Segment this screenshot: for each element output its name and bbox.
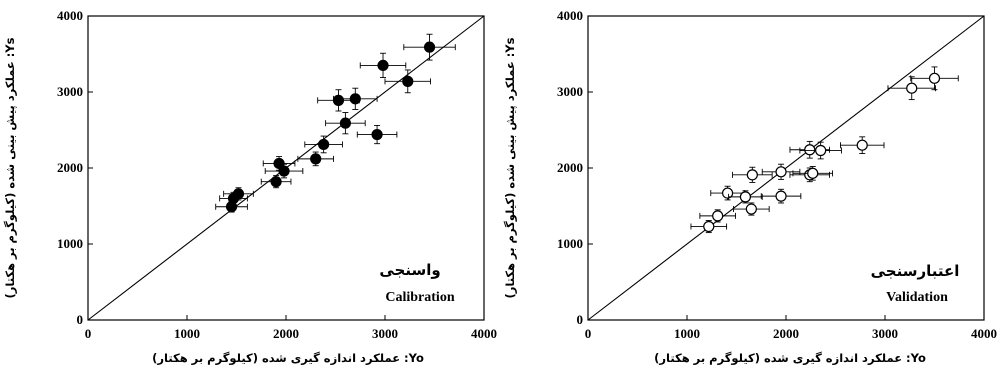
- validation-x-tick-label: 1000: [674, 326, 700, 341]
- validation-data-point: [856, 139, 868, 151]
- validation-one-to-one-line: [587, 15, 985, 321]
- validation-x-tick-label: 3000: [872, 326, 898, 341]
- calibration-data-point: [377, 59, 389, 72]
- calibration-marks: 0 1000 2000 3000 4000 0 1000 2000 3000 4000: [57, 8, 497, 341]
- validation-data-point: [745, 203, 757, 215]
- calibration-x-axis-label: Yo: عملکرد اندازه گیری شده (کیلوگرم بر ه…: [152, 351, 424, 366]
- validation-x-axis-label: Yo: عملکرد اندازه گیری شده (کیلوگرم بر ه…: [654, 351, 926, 366]
- validation-title-en: Validation: [886, 290, 948, 305]
- validation-y-tick-label: 2000: [557, 160, 583, 175]
- calibration-data-point: [402, 75, 414, 87]
- validation-data-point: [804, 144, 816, 156]
- calibration-data-point: [270, 176, 282, 188]
- validation-data-point: [739, 191, 752, 203]
- calibration-title-fa: واسنجی: [379, 261, 440, 279]
- validation-y-tick-label: 0: [577, 312, 584, 327]
- calibration-data-point: [371, 128, 383, 141]
- calibration-data-point: [349, 93, 361, 105]
- validation-x-tick-label: 2000: [773, 326, 799, 341]
- calibration-data-point: [339, 117, 351, 129]
- calibration-data-point: [423, 41, 436, 53]
- calibration-y-tick-label: 2000: [57, 160, 83, 175]
- calibration-y-tick-label: 4000: [57, 8, 83, 23]
- validation-data-point: [703, 220, 715, 233]
- calibration-chart-panel: 0 1000 2000 3000 4000 0 1000 2000 3000 4000 واسنج…: [3, 8, 497, 366]
- validation-title-fa: اعتبارسنجی: [871, 262, 960, 280]
- validation-data-point: [746, 169, 758, 181]
- validation-x-tick-label: 4000: [971, 326, 997, 341]
- calibration-x-tick-label: 1000: [174, 326, 200, 341]
- calibration-data-point: [310, 153, 322, 165]
- validation-marks: 0 1000 2000 3000 4000 0 1000 2000 3000 4000: [557, 8, 997, 341]
- validation-data-point: [775, 190, 787, 202]
- calibration-title-en: Calibration: [385, 290, 454, 305]
- validation-chart: 0 1000 2000 3000 4000 0 1000 2000 3000 4000 اعتبا…: [503, 8, 997, 366]
- validation-y-tick-label: 4000: [557, 8, 583, 23]
- validation-chart-panel: 0 1000 2000 3000 4000 0 1000 2000 3000 4000 اعتبا…: [500, 0, 1000, 372]
- validation-data-point: [807, 167, 819, 179]
- validation-data-point: [906, 82, 918, 94]
- calibration-y-tick-label: 1000: [57, 236, 83, 251]
- calibration-data-point: [278, 165, 290, 177]
- calibration-y-tick-label: 0: [77, 312, 84, 327]
- calibration-x-tick-label: 2000: [273, 326, 299, 341]
- calibration-y-axis-label: Ys: عملکرد پیش بینی شده (کیلوگرم بر هکتا…: [3, 37, 18, 298]
- validation-data-point: [928, 72, 941, 84]
- calibration-y-tick-label: 3000: [57, 84, 83, 99]
- validation-y-axis-label: Ys: عملکرد پیش بینی شده (کیلوگرم بر هکتا…: [503, 37, 518, 298]
- calibration-data-point: [318, 138, 330, 151]
- calibration-x-tick-label: 0: [85, 326, 92, 341]
- validation-x-tick-label: 0: [585, 326, 592, 341]
- validation-data-point: [721, 187, 734, 199]
- validation-y-tick-label: 3000: [557, 84, 583, 99]
- calibration-chart: 0 1000 2000 3000 4000 0 1000 2000 3000 4000 واسنج…: [3, 8, 497, 366]
- calibration-x-tick-label: 3000: [372, 326, 398, 341]
- validation-data-point: [815, 144, 827, 157]
- validation-data-point: [775, 166, 787, 178]
- calibration-x-tick-label: 4000: [471, 326, 497, 341]
- calibration-data-point: [232, 188, 245, 200]
- validation-y-tick-label: 1000: [557, 236, 583, 251]
- calibration-data-point: [332, 94, 345, 106]
- validation-data-point: [712, 210, 724, 222]
